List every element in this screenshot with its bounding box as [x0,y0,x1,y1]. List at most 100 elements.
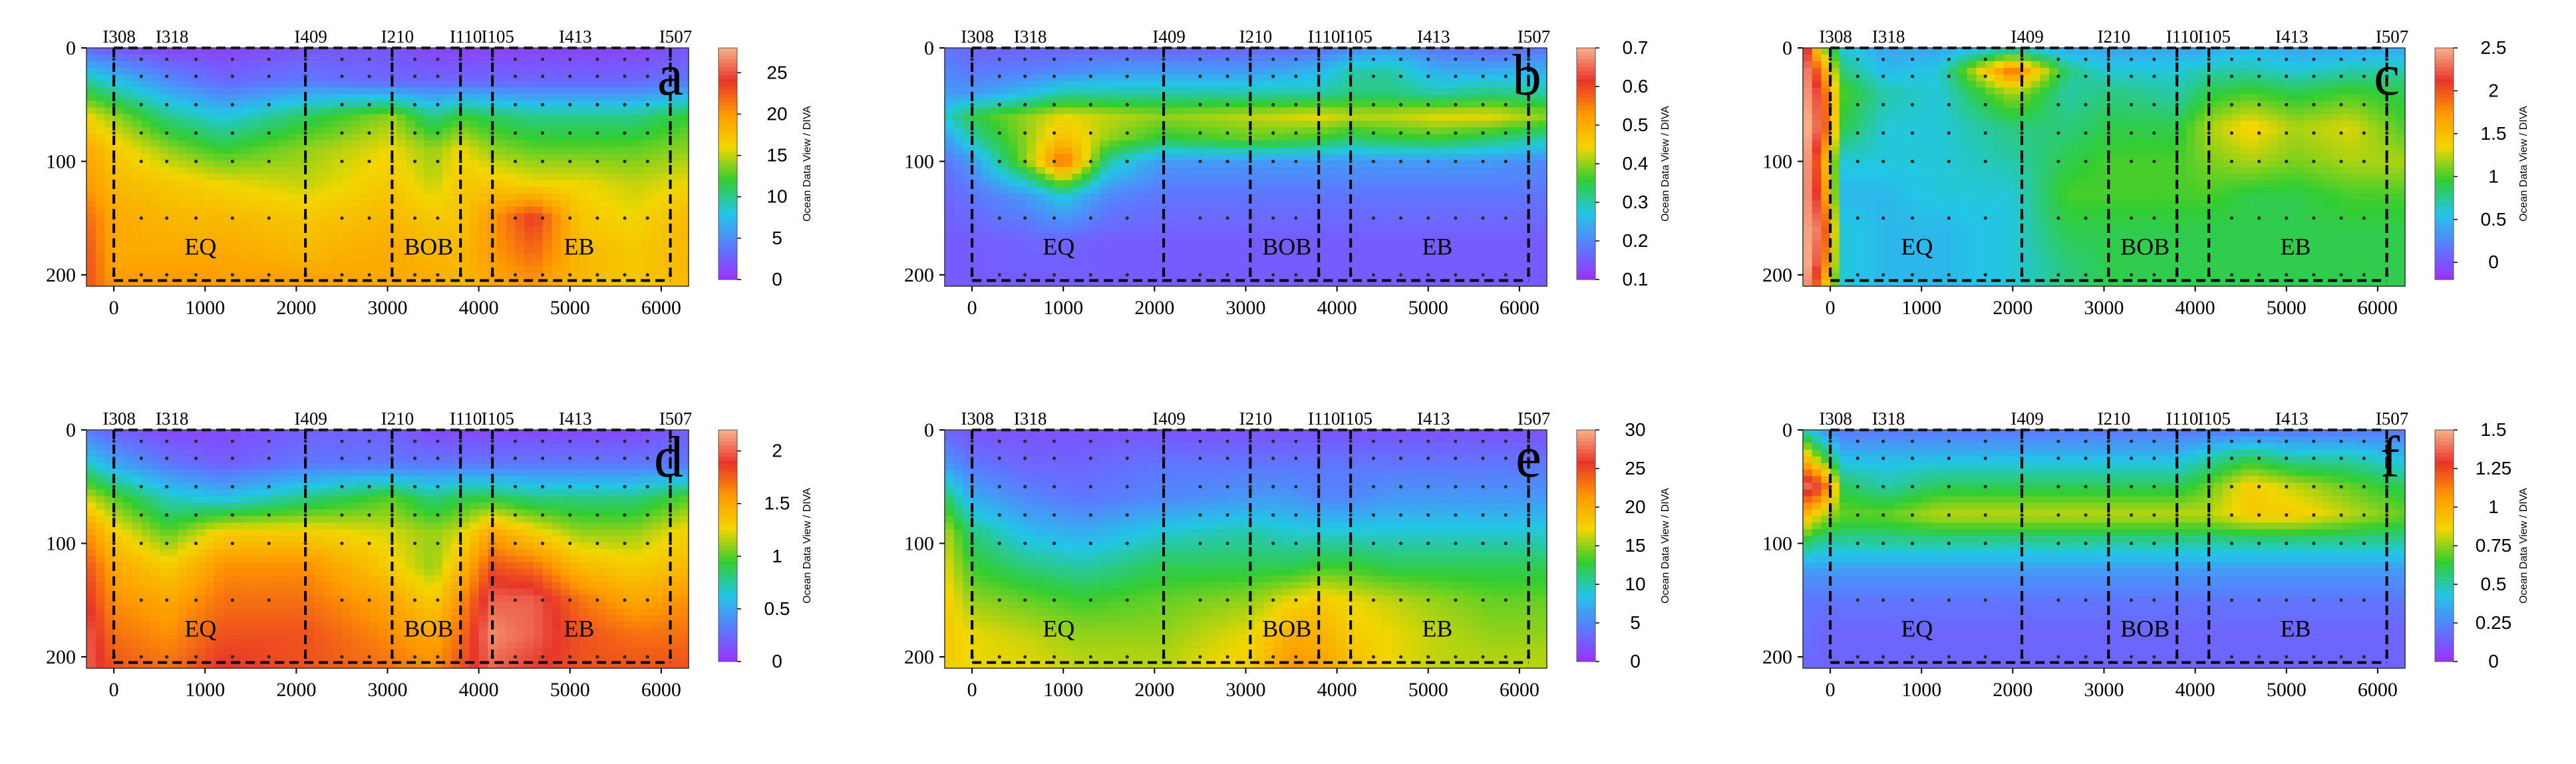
heatmap-cell [1154,273,1164,280]
heatmap-cell [259,173,269,181]
heatmap-cell [305,206,315,214]
heatmap-cell [1182,61,1192,69]
heatmap-cell [1172,127,1183,134]
heatmap-cell [159,220,170,228]
heatmap-cell [314,200,325,208]
heatmap-cell [569,87,580,95]
heatmap-cell [1428,120,1438,128]
heatmap-cell [95,213,106,221]
heatmap-cell [114,134,124,141]
heatmap-cell [1145,107,1156,115]
heatmap-cell [122,167,133,174]
heatmap-cell [296,154,306,161]
heatmap-cell [670,160,680,168]
heatmap-cell [506,186,516,194]
heatmap-cell [369,74,379,82]
heatmap-cell [1145,100,1156,108]
heatmap-cell [1300,173,1311,181]
colorbar-segment [719,109,737,114]
heatmap-cell [1319,140,1329,148]
heatmap-cell [1437,61,1447,69]
heatmap-cell [1072,147,1082,154]
heatmap-cell [250,147,261,154]
heatmap-cell [341,180,352,188]
heatmap-cell [168,173,178,181]
heatmap-cell [433,233,443,241]
heatmap-cell [469,193,480,201]
heatmap-cell [314,140,325,148]
heatmap-cell [442,200,452,208]
heatmap-cell [168,213,178,221]
colorbar-segment [719,194,737,199]
heatmap-cell [1063,213,1073,221]
heatmap-cell [323,173,333,181]
heatmap-cell [1483,193,1493,201]
heatmap-cell [579,107,589,115]
heatmap-cell [533,120,544,128]
heatmap-cell [323,100,333,108]
heatmap-cell [405,246,416,254]
heatmap-cell [1437,134,1447,141]
heatmap-cell [1209,54,1219,62]
heatmap-cell [533,180,544,188]
heatmap-cell [186,193,197,201]
heatmap-cell [506,180,516,188]
heatmap-cell [990,273,1000,280]
heatmap-cell [661,127,671,134]
heatmap-cell [615,61,625,69]
heatmap-cell [497,114,507,122]
heatmap-cell [552,94,562,102]
heatmap-cell [542,186,553,194]
heatmap-cell [990,120,1000,128]
heatmap-cell [1510,127,1520,134]
heatmap-cell [1273,246,1283,254]
heatmap-cell [296,280,306,287]
heatmap-cell [1100,94,1110,102]
heatmap-cell [515,54,525,62]
heatmap-cell [232,140,242,148]
heatmap-cell [497,147,507,154]
heatmap-cell [524,180,534,188]
heatmap-cell [305,260,315,267]
heatmap-cell [1236,273,1247,280]
heatmap-cell [114,54,124,62]
heatmap-cell [277,74,288,82]
heatmap-cell [305,167,315,174]
heatmap-cell [159,233,170,241]
heatmap-cell [1255,186,1265,194]
heatmap-cell [981,107,991,115]
heatmap-cell [506,206,516,214]
heatmap-cell [561,186,571,194]
heatmap-cell [999,48,1009,55]
heatmap-cell [414,61,425,69]
heatmap-cell [1464,253,1474,260]
heatmap-cell [1373,114,1383,122]
sample-point [367,131,371,135]
heatmap-cell [1145,48,1156,55]
sample-point [303,57,307,61]
heatmap-cell [1528,87,1538,95]
heatmap-cell [515,107,525,115]
heatmap-cell [405,160,416,168]
heatmap-cell [588,180,598,188]
heatmap-cell [1063,100,1073,108]
heatmap-cell [1428,74,1438,82]
heatmap-cell [451,167,461,174]
heatmap-cell [1464,74,1474,82]
heatmap-cell [259,120,269,128]
heatmap-cell [1291,280,1301,287]
heatmap-cell [497,74,507,82]
sample-point [541,273,545,277]
heatmap-cell [305,154,315,161]
heatmap-field [86,48,689,287]
heatmap-cell [1236,74,1247,82]
heatmap-cell [1410,193,1420,201]
heatmap-cell [597,206,607,214]
heatmap-cell [1419,54,1429,62]
heatmap-cell [287,87,297,95]
heatmap-cell [114,266,124,274]
heatmap-cell [259,167,269,174]
heatmap-cell [1474,120,1484,128]
sample-point [436,57,440,61]
